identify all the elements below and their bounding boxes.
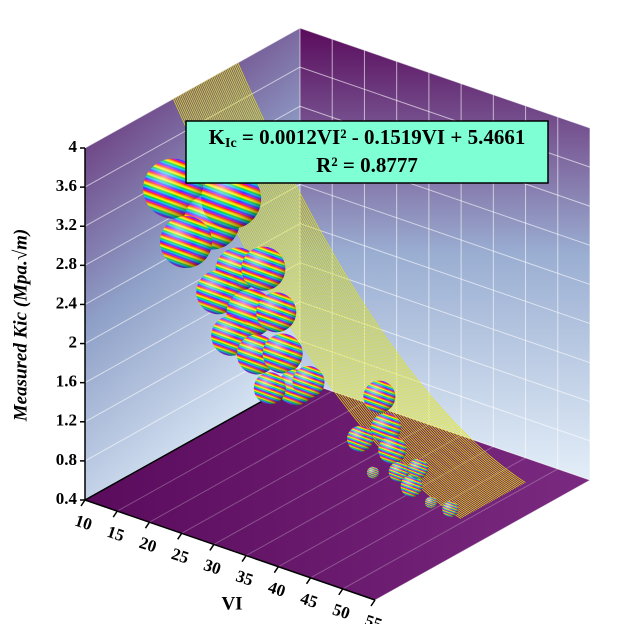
x-tick-label: 50 (330, 600, 352, 623)
x-axis-title: VI (221, 593, 242, 614)
x-tick-label: 15 (105, 522, 127, 545)
bubble-shade (408, 459, 428, 479)
bubble-shade (263, 334, 303, 374)
x-tick-label: 55 (362, 611, 384, 624)
eq-subscript: Ic (225, 136, 237, 151)
bubble-shade (425, 496, 437, 508)
y-tick-label: 3.6 (56, 176, 77, 195)
bubble-shade (363, 381, 395, 413)
x-tick (210, 544, 214, 550)
r-squared: R² = 0.8777 (316, 153, 418, 177)
x-tick (113, 511, 117, 517)
y-axis-title: Measured Kic (Mpa.√m) (10, 229, 31, 423)
bubble-shade (292, 366, 324, 398)
equation-box: KIc = 0.0012VI² - 0.1519VI + 5.4661 R² =… (186, 121, 548, 183)
y-tick-label: 2 (69, 332, 78, 351)
equation: KIc = 0.0012VI² - 0.1519VI + 5.4661 (209, 125, 526, 151)
x-tick (178, 533, 182, 539)
bubble-shade (378, 436, 406, 464)
x-tick-label: 45 (298, 589, 320, 612)
x-tick-label: 30 (201, 555, 223, 578)
x-tick-label: 10 (72, 511, 94, 534)
y-tick-label: 1.2 (56, 411, 77, 430)
y-tick-label: 0.8 (56, 450, 77, 469)
y-tick-label: 1.6 (56, 372, 77, 391)
x-tick (307, 578, 311, 584)
y-tick-label: 3.2 (56, 215, 77, 234)
y-tick-label: 0.4 (56, 489, 78, 508)
x-tick (274, 567, 278, 573)
x-tick (81, 500, 85, 506)
bubble-shade (160, 216, 212, 268)
y-tick-label: 2.8 (56, 254, 77, 273)
x-tick-label: 20 (137, 533, 159, 556)
x-tick-label: 40 (266, 577, 288, 600)
x-tick-label: 35 (234, 566, 256, 589)
x-tick (145, 522, 149, 528)
chart: 0.4 0.8 1.2 1.6 2 2.4 2.8 3.2 3.6 4 10 15 20 25 30 35 40… (0, 0, 624, 624)
y-tick-label: 4 (69, 137, 78, 156)
eq-symbol: K (209, 125, 226, 149)
eq-text: = 0.0012VI² - 0.1519VI + 5.4661 (237, 125, 526, 149)
bubble-shade (367, 467, 379, 479)
bubble-shade (256, 292, 296, 332)
x-tick (242, 556, 246, 562)
bubble-shade (241, 247, 285, 291)
bubble-shade (442, 501, 458, 517)
bubble-shade (347, 426, 373, 452)
x-tick (339, 589, 343, 595)
x-tick (371, 600, 375, 606)
bubble-shade (254, 372, 286, 404)
x-tick-label: 25 (169, 544, 191, 567)
y-tick-label: 2.4 (56, 293, 78, 312)
